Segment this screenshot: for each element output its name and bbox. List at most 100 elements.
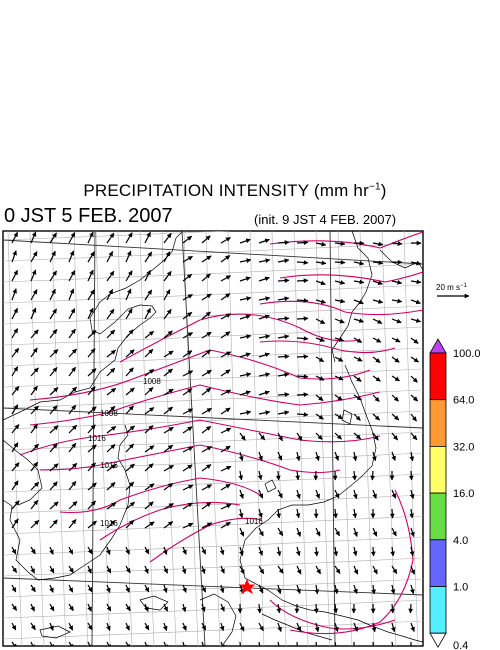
wind-arrow: [125, 463, 135, 472]
wind-arrow: [334, 375, 344, 381]
wind-arrow: [87, 500, 97, 510]
wind-arrow: [220, 465, 232, 472]
wind-arrow: [353, 375, 362, 382]
wind-arrow: [49, 501, 59, 510]
wind-arrow: [220, 275, 232, 282]
wind-arrow: [87, 462, 96, 472]
wind-arrow: [11, 288, 17, 301]
wind-arrow: [163, 641, 168, 646]
wind-arrow: [239, 352, 251, 358]
wind-arrow: [296, 354, 309, 360]
grid-line: [3, 536, 423, 556]
wind-arrow: [30, 519, 40, 529]
wind-arrow: [182, 311, 193, 320]
wind-arrow: [257, 603, 262, 614]
wind-arrow: [353, 318, 365, 323]
wind-arrow: [106, 329, 116, 339]
wind-arrow: [239, 334, 252, 339]
grid-line: [3, 557, 423, 577]
coastline-mainland: [3, 231, 184, 421]
wind-arrow: [125, 232, 133, 244]
wind-arrow: [125, 387, 135, 396]
wind-arrow: [11, 386, 20, 396]
wind-arrow: [295, 508, 301, 519]
wind-arrow: [277, 451, 283, 461]
wind-arrow: [409, 546, 415, 557]
wind-arrow: [125, 308, 133, 320]
wind-arrow: [106, 425, 117, 434]
wind-arrow: [163, 406, 173, 415]
wind-arrow: [144, 307, 151, 320]
wind-arrow: [410, 318, 422, 323]
wind-arrow: [182, 388, 193, 396]
wind-arrow: [296, 392, 309, 398]
colorbar-underflow-triangle: [429, 632, 447, 649]
wind-arrow: [296, 374, 309, 379]
wind-arrow: [106, 288, 114, 301]
wind-arrow: [258, 410, 271, 416]
wind-arrow: [30, 385, 38, 396]
colorbar-level-label: 0.4: [453, 640, 468, 650]
wind-arrow: [68, 366, 77, 377]
wind-arrow: [391, 565, 398, 575]
wind-arrow: [219, 584, 225, 594]
wind-arrow: [125, 603, 131, 612]
grid-line: [3, 494, 423, 514]
wind-arrow: [68, 348, 77, 358]
grid-line: [183, 231, 199, 646]
wind-arrow: [125, 519, 135, 529]
wind-arrow: [333, 603, 339, 614]
wind-arrow: [238, 470, 244, 481]
wind-arrow: [409, 451, 415, 462]
wind-arrow: [49, 250, 56, 263]
wind-arrow: [144, 501, 154, 510]
wind-arrow: [87, 386, 96, 396]
wind-arrow: [239, 276, 251, 282]
wind-arrow: [258, 622, 264, 632]
wind-arrow: [334, 298, 346, 304]
wind-arrow: [87, 584, 93, 593]
wind-arrow: [220, 236, 231, 244]
wind-arrow: [182, 273, 193, 282]
coastline-oki: [264, 479, 277, 493]
wind-arrow: [106, 520, 116, 529]
wind-arrow: [144, 330, 155, 339]
wind-arrow: [391, 622, 396, 633]
wind-arrow: [11, 404, 19, 415]
wind-arrow: [391, 432, 399, 441]
grid-line: [3, 347, 423, 367]
isobar-line: [259, 340, 396, 354]
wind-arrow: [315, 356, 325, 363]
wind-arrow: [315, 318, 326, 325]
wind-arrow: [163, 368, 173, 377]
wind-arrow: [372, 280, 383, 286]
wind-arrow: [30, 423, 38, 434]
wind-arrow: [390, 603, 395, 614]
colorbar-segment: [429, 539, 447, 587]
wind-arrow: [144, 231, 151, 244]
wind-arrow: [125, 546, 130, 555]
wind-arrow: [296, 240, 309, 246]
wind-arrow: [389, 508, 395, 519]
wind-arrow: [144, 445, 155, 453]
wind-arrow: [220, 369, 231, 377]
wind-arrow: [68, 386, 78, 396]
isobar-line: [19, 419, 381, 456]
boundary-line: [3, 407, 423, 429]
grid-line: [3, 431, 423, 451]
wind-arrow: [125, 622, 130, 631]
wind-arrow: [11, 328, 19, 339]
wind-arrow: [352, 508, 358, 519]
wind-arrow: [68, 603, 74, 612]
wind-arrow: [353, 279, 365, 285]
wind-arrow: [106, 270, 115, 282]
wind-arrow: [239, 238, 251, 244]
wind-arrow: [11, 231, 19, 244]
wind-arrow: [258, 565, 265, 575]
wind-arrow: [106, 349, 116, 358]
wind-arrow: [182, 350, 193, 358]
wind-arrow: [87, 406, 97, 415]
wind-arrow: [87, 520, 97, 529]
wind-arrow: [390, 546, 396, 557]
wind-arrow: [239, 296, 252, 301]
